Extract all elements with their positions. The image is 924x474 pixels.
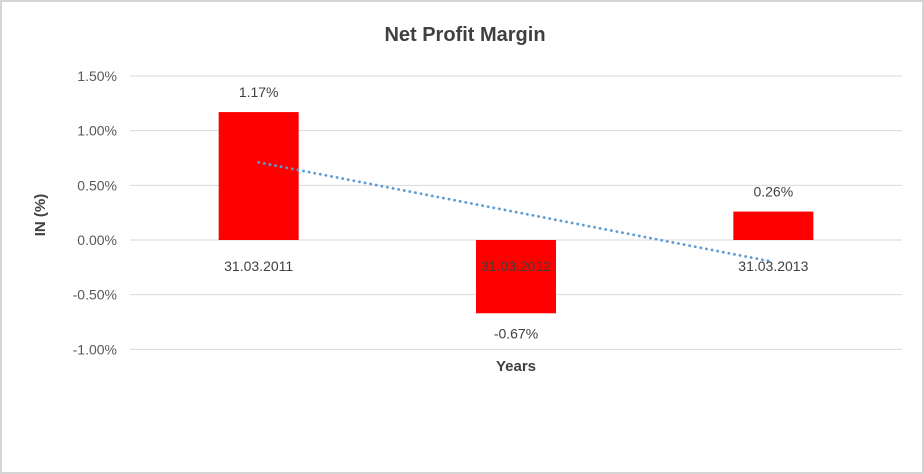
category-label: 31.03.2013 (738, 258, 808, 274)
y-tick-label: -0.50% (73, 287, 117, 303)
bar-series-net-profit-margin (476, 240, 556, 314)
data-label: 1.17% (239, 84, 279, 100)
bar-series-net-profit-margin (218, 112, 299, 240)
y-tick-label: 0.00% (77, 232, 117, 248)
y-tick-label: 1.00% (77, 123, 117, 139)
category-label: 31.03.2012 (481, 258, 551, 274)
y-tick-label: -1.00% (73, 341, 117, 357)
trendline (257, 160, 775, 264)
category-label: 31.03.2011 (224, 258, 293, 274)
y-axis-title: IN (%) (32, 194, 49, 237)
x-axis-title: Years (496, 358, 536, 375)
chart-title: Net Profit Margin (384, 24, 545, 46)
y-tick-label: 1.50% (77, 68, 117, 84)
data-label: -0.67% (494, 325, 538, 341)
bar-series-net-profit-margin (733, 211, 814, 240)
y-tick-label: 0.50% (77, 177, 117, 193)
data-label: 0.26% (753, 184, 793, 200)
